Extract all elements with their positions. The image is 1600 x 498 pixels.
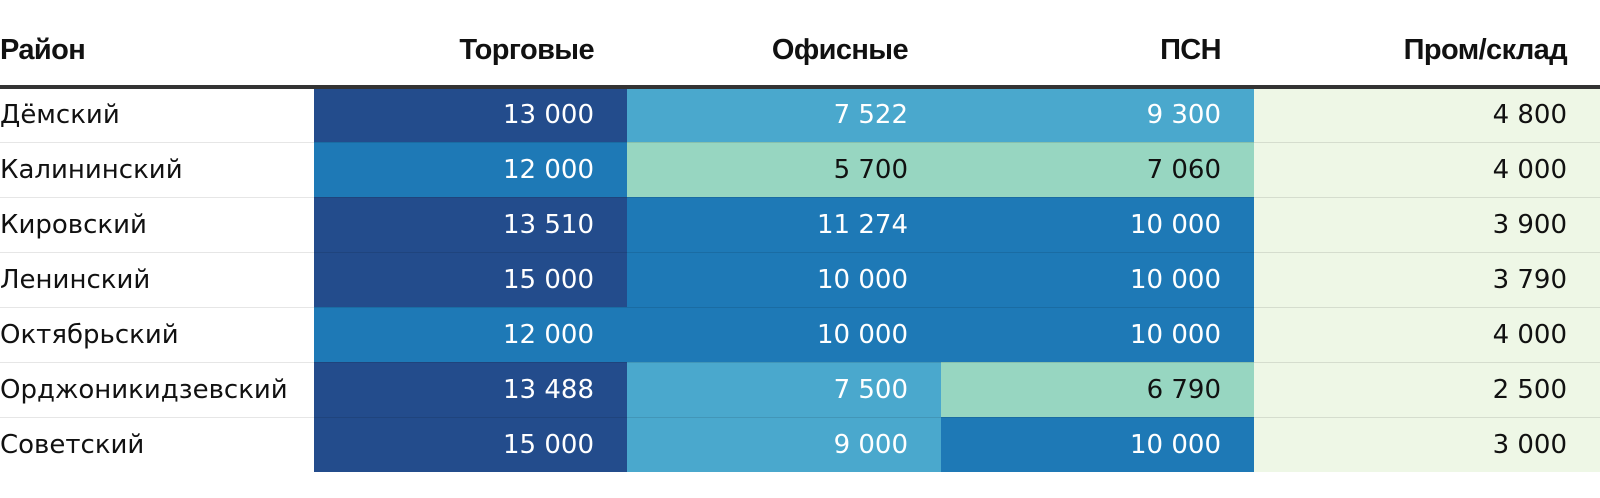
header-row: Район Торговые Офисные ПСН Пром/склад	[0, 0, 1600, 89]
heatmap-cell-industrial-warehouse: 3 790	[1254, 252, 1600, 308]
heatmap-cell-free-purpose: 7 060	[941, 142, 1254, 198]
table-row: Ленинский 15 000 10 000 10 000 3 790	[0, 252, 1600, 308]
table-header: Район Торговые Офисные ПСН Пром/склад	[0, 0, 1600, 89]
column-header-office: Офисные	[627, 0, 941, 89]
district-label: Орджоникидзевский	[0, 362, 314, 418]
district-label: Калининский	[0, 142, 314, 198]
heatmap-cell-office: 10 000	[627, 252, 941, 308]
column-header-industrial-warehouse: Пром/склад	[1254, 0, 1600, 89]
table-row: Советский 15 000 9 000 10 000 3 000	[0, 417, 1600, 472]
heatmap-cell-industrial-warehouse: 3 000	[1254, 417, 1600, 472]
table-body: Дёмский 13 000 7 522 9 300 4 800 Калининский 1…	[0, 87, 1600, 472]
table-row: Калининский 12 000 5 700 7 060 4 000	[0, 142, 1600, 198]
heatmap-cell-retail: 12 000	[314, 307, 627, 363]
heatmap-cell-industrial-warehouse: 3 900	[1254, 197, 1600, 253]
heatmap-cell-retail: 13 510	[314, 197, 627, 253]
district-label: Ленинский	[0, 252, 314, 308]
heatmap-cell-retail: 12 000	[314, 142, 627, 198]
heatmap-cell-office: 7 522	[627, 87, 941, 143]
heatmap-cell-free-purpose: 10 000	[941, 307, 1254, 363]
district-label: Дёмский	[0, 87, 314, 143]
heatmap-cell-office: 7 500	[627, 362, 941, 418]
heatmap-cell-free-purpose: 10 000	[941, 252, 1254, 308]
table-row: Дёмский 13 000 7 522 9 300 4 800	[0, 87, 1600, 143]
district-label: Кировский	[0, 197, 314, 253]
district-label: Советский	[0, 429, 145, 460]
heatmap-cell-retail: 15 000	[314, 417, 627, 472]
heatmap-cell-free-purpose: 10 000	[941, 417, 1254, 472]
heatmap-cell-industrial-warehouse: 4 000	[1254, 307, 1600, 363]
heatmap-cell-industrial-warehouse: 2 500	[1254, 362, 1600, 418]
district-label: Октябрьский	[0, 307, 314, 363]
heatmap-cell-office: 9 000	[627, 417, 941, 472]
heatmap-cell-office: 5 700	[627, 142, 941, 198]
heatmap-cell-office: 11 274	[627, 197, 941, 253]
heatmap-cell-industrial-warehouse: 4 800	[1254, 87, 1600, 143]
heatmap-cell-retail: 15 000	[314, 252, 627, 308]
column-header-retail: Торговые	[314, 0, 627, 89]
heatmap-cell-retail: 13 488	[314, 362, 627, 418]
heatmap-table: Район Торговые Офисные ПСН Пром/склад Дё…	[0, 0, 1600, 472]
heatmap-cell-office: 10 000	[627, 307, 941, 363]
table-row: Октябрьский 12 000 10 000 10 000 4 000	[0, 307, 1600, 363]
table-row: Кировский 13 510 11 274 10 000 3 900	[0, 197, 1600, 253]
heatmap-cell-free-purpose: 10 000	[941, 197, 1254, 253]
heatmap-cell-retail: 13 000	[314, 87, 627, 143]
heatmap-cell-industrial-warehouse: 4 000	[1254, 142, 1600, 198]
column-header-free-purpose: ПСН	[941, 0, 1254, 89]
table-row: Орджоникидзевский 13 488 7 500 6 790 2 500	[0, 362, 1600, 418]
heatmap-cell-free-purpose: 9 300	[941, 87, 1254, 143]
heatmap-cell-free-purpose: 6 790	[941, 362, 1254, 418]
column-header-district: Район	[0, 0, 314, 89]
